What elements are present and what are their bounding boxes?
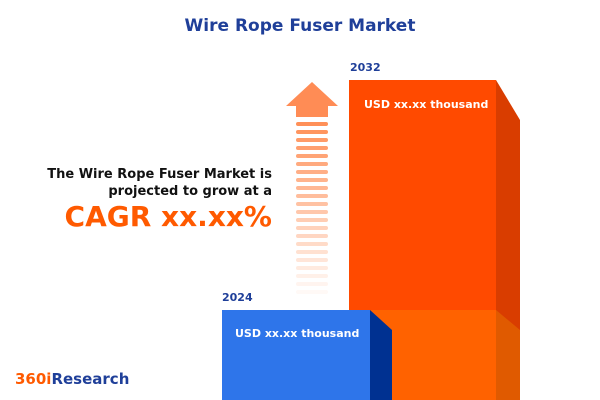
logo-part2: Research — [51, 370, 130, 388]
arrow-stripe — [296, 154, 328, 158]
bar-2024-label: USD xx.xx thousand — [235, 327, 360, 340]
description-line-1: The Wire Rope Fuser Market is — [47, 167, 272, 182]
arrow-stripe — [296, 266, 328, 270]
cagr-value: CAGR xx.xx% — [64, 200, 272, 233]
bar-2024-side — [370, 310, 392, 400]
arrow-stripe — [296, 146, 328, 150]
arrow-stripe — [296, 258, 328, 262]
arrow-stripe — [296, 194, 328, 198]
year-2032: 2032 — [350, 61, 381, 74]
bar-2024 — [222, 310, 370, 400]
arrow-stripe — [296, 226, 328, 230]
arrow-up-icon — [286, 82, 338, 117]
arrow-stripe — [296, 282, 328, 286]
year-2024: 2024 — [222, 291, 253, 304]
arrow-stripe — [296, 170, 328, 174]
arrow-stripe — [296, 130, 328, 134]
logo-part1: 360i — [15, 370, 52, 388]
arrow-stripe — [296, 218, 328, 222]
bar-2032-lower-side — [496, 310, 520, 400]
arrow-stripe — [296, 186, 328, 190]
logo: 360iResearch — [15, 370, 129, 388]
arrow-stripe — [296, 250, 328, 254]
arrow-stripe — [296, 274, 328, 278]
arrow-stripe — [296, 234, 328, 238]
page-title: Wire Rope Fuser Market — [184, 16, 416, 36]
arrow-stripe — [296, 202, 328, 206]
bar-2032-label: USD xx.xx thousand — [364, 98, 489, 111]
description: The Wire Rope Fuser Market is projected … — [47, 166, 272, 200]
arrow-stripe — [296, 138, 328, 142]
arrow-stripe — [296, 210, 328, 214]
arrow-stripe — [296, 178, 328, 182]
arrow-stripe — [296, 290, 328, 294]
arrow-stripe — [296, 122, 328, 126]
description-line-2: projected to grow at a — [108, 184, 272, 199]
arrow-stripe — [296, 162, 328, 166]
arrow-stripe — [296, 242, 328, 246]
